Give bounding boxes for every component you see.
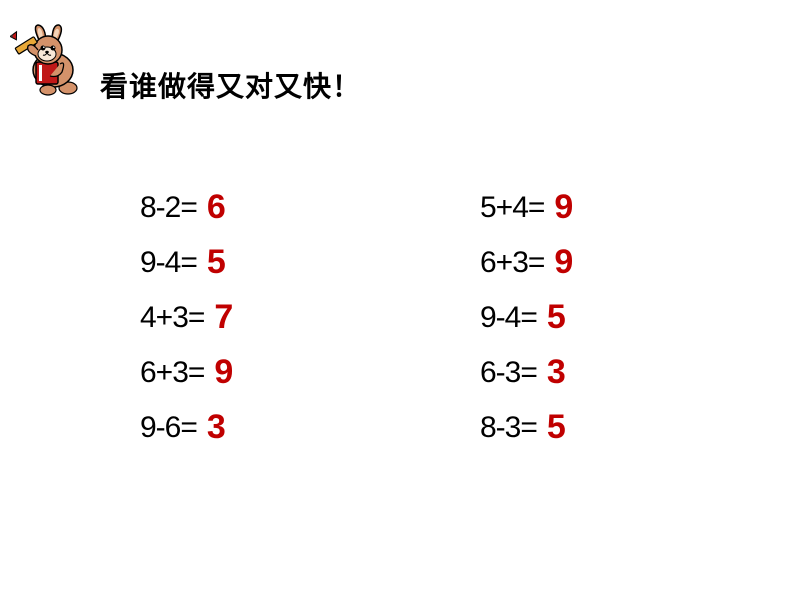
math-row: 8-3= 5 bbox=[480, 400, 573, 455]
math-row: 4+3= 7 bbox=[140, 290, 233, 345]
expression: 4+3= bbox=[140, 301, 204, 335]
answer: 5 bbox=[547, 298, 566, 337]
left-column: 8-2= 6 9-4= 5 4+3= 7 6+3= 9 9-6= 3 bbox=[140, 180, 233, 455]
math-row: 6+3= 9 bbox=[480, 235, 573, 290]
expression: 9-4= bbox=[480, 301, 537, 335]
answer: 9 bbox=[554, 243, 573, 282]
math-row: 9-4= 5 bbox=[480, 290, 573, 345]
math-row: 8-2= 6 bbox=[140, 180, 233, 235]
answer: 9 bbox=[554, 188, 573, 227]
answer: 5 bbox=[207, 243, 226, 282]
answer: 9 bbox=[214, 353, 233, 392]
answer: 5 bbox=[547, 408, 566, 447]
answer: 6 bbox=[207, 188, 226, 227]
answer: 7 bbox=[214, 298, 233, 337]
page-title: 看谁做得又对又快！ bbox=[100, 65, 361, 105]
expression: 9-4= bbox=[140, 246, 197, 280]
answer: 3 bbox=[207, 408, 226, 447]
expression: 6-3= bbox=[480, 356, 537, 390]
answer: 3 bbox=[547, 353, 566, 392]
math-row: 6-3= 3 bbox=[480, 345, 573, 400]
math-row: 5+4= 9 bbox=[480, 180, 573, 235]
expression: 5+4= bbox=[480, 191, 544, 225]
math-row: 9-4= 5 bbox=[140, 235, 233, 290]
math-row: 9-6= 3 bbox=[140, 400, 233, 455]
expression: 6+3= bbox=[480, 246, 544, 280]
bunny-mascot-icon bbox=[10, 22, 95, 97]
expression: 8-3= bbox=[480, 411, 537, 445]
math-row: 6+3= 9 bbox=[140, 345, 233, 400]
right-column: 5+4= 9 6+3= 9 9-4= 5 6-3= 3 8-3= 5 bbox=[480, 180, 573, 455]
expression: 6+3= bbox=[140, 356, 204, 390]
expression: 8-2= bbox=[140, 191, 197, 225]
expression: 9-6= bbox=[140, 411, 197, 445]
